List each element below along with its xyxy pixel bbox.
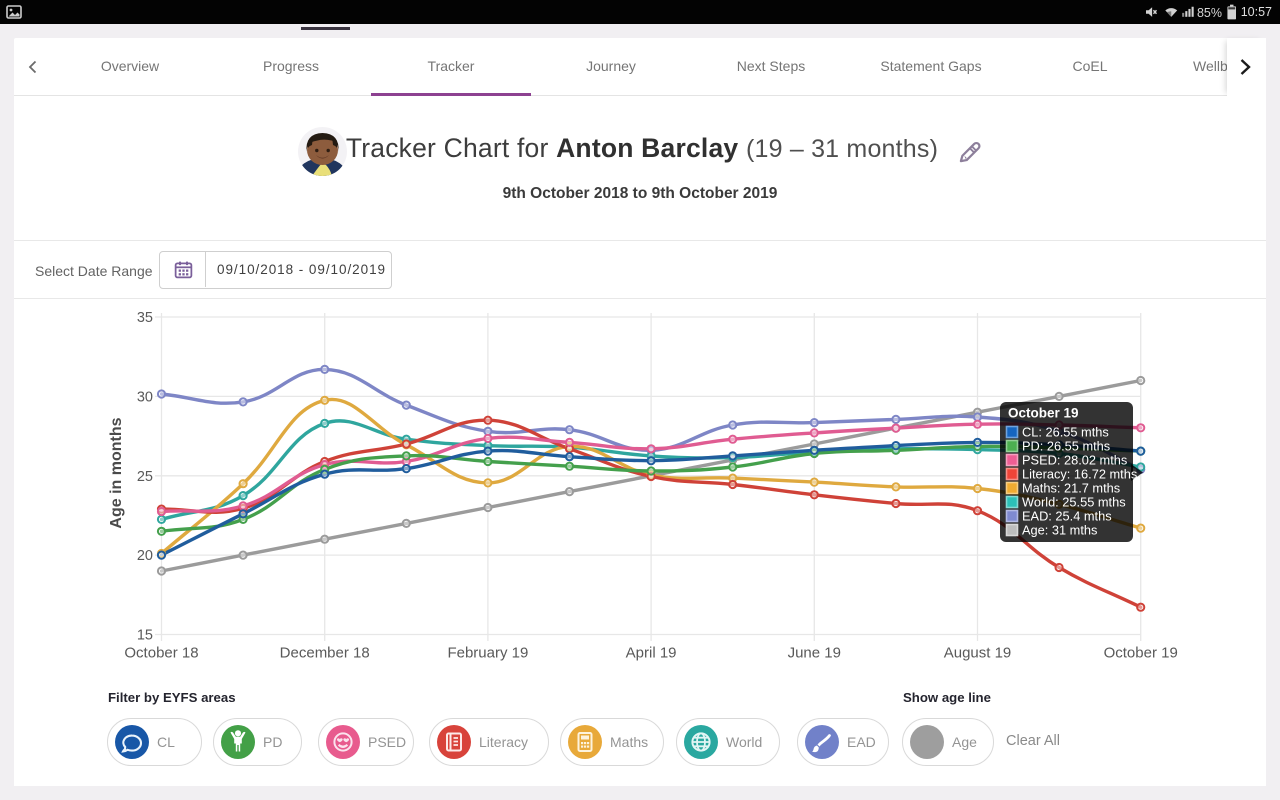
svg-text:15: 15 [137,628,153,644]
svg-text:35: 35 [137,310,153,326]
svg-text:Age in months: Age in months [108,417,125,528]
svg-text:Age: 31 mths: Age: 31 mths [1022,523,1097,538]
svg-text:World: 25.55 mths: World: 25.55 mths [1022,495,1126,510]
svg-text:October 19: October 19 [1008,406,1079,421]
svg-text:June 19: June 19 [788,645,841,662]
svg-text:October 19: October 19 [1104,645,1178,662]
svg-text:30: 30 [137,389,153,405]
svg-text:PSED: 28.02 mths: PSED: 28.02 mths [1022,453,1127,468]
svg-text:December 18: December 18 [280,645,370,662]
svg-text:October 18: October 18 [124,645,198,662]
svg-text:April 19: April 19 [626,645,677,662]
svg-text:CL: 26.55 mths: CL: 26.55 mths [1022,425,1109,440]
svg-text:Literacy: 16.72 mths: Literacy: 16.72 mths [1022,467,1137,482]
svg-text:Maths: 21.7 mths: Maths: 21.7 mths [1022,481,1120,496]
svg-text:August 19: August 19 [944,645,1012,662]
svg-text:EAD: 25.4 mths: EAD: 25.4 mths [1022,509,1112,524]
svg-text:February 19: February 19 [447,645,528,662]
svg-text:20: 20 [137,548,153,564]
svg-text:PD: 26.55 mths: PD: 26.55 mths [1022,439,1110,454]
svg-text:25: 25 [137,469,153,485]
